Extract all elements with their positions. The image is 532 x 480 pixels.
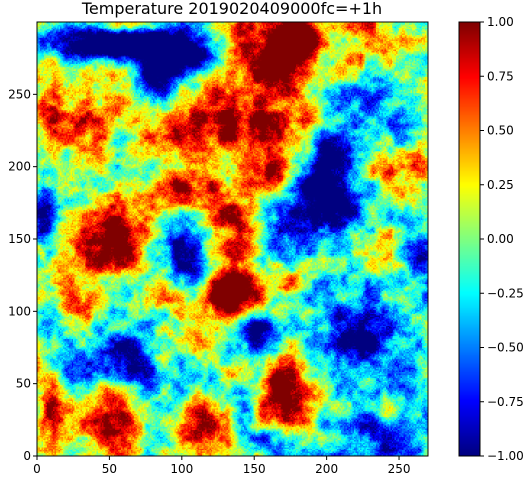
colorbar-tick-label: −1.00 [487, 449, 524, 463]
y-tick-label: 100 [8, 304, 31, 318]
colorbar-tick-label: 0.25 [487, 178, 514, 192]
y-tick-label: 150 [8, 232, 31, 246]
heatmap-image [37, 22, 428, 456]
colorbar-axis: −1.00 −0.75 −0.50 −0.25 0.00 0.25 0.50 0.75 1.00 [480, 15, 524, 463]
colorbar-gradient [459, 22, 480, 456]
chart-title: Temperature 2019020409000fc=+1h [81, 0, 382, 18]
colorbar-tick-label: 0.50 [487, 124, 514, 138]
y-tick-label: 50 [16, 377, 31, 391]
colorbar-tick-label: −0.75 [487, 395, 524, 409]
x-tick-label: 100 [170, 462, 193, 476]
x-tick-label: 0 [33, 462, 41, 476]
y-tick-label: 0 [23, 449, 31, 463]
colorbar-tick-label: 0.75 [487, 69, 514, 83]
colorbar-tick-label: 0.00 [487, 232, 514, 246]
colorbar-tick-label: 1.00 [487, 15, 514, 29]
x-tick-label: 50 [102, 462, 117, 476]
y-tick-label: 200 [8, 160, 31, 174]
x-axis: 0 50 100 150 200 250 [33, 456, 410, 476]
colorbar-tick-label: −0.25 [487, 286, 524, 300]
x-tick-label: 250 [388, 462, 411, 476]
y-axis: 0 50 100 150 200 250 [8, 87, 37, 463]
y-tick-label: 250 [8, 87, 31, 101]
x-tick-label: 150 [243, 462, 266, 476]
heatmap-plot-area [36, 21, 429, 457]
colorbar [458, 21, 481, 457]
colorbar-tick-label: −0.50 [487, 341, 524, 355]
x-tick-label: 200 [315, 462, 338, 476]
